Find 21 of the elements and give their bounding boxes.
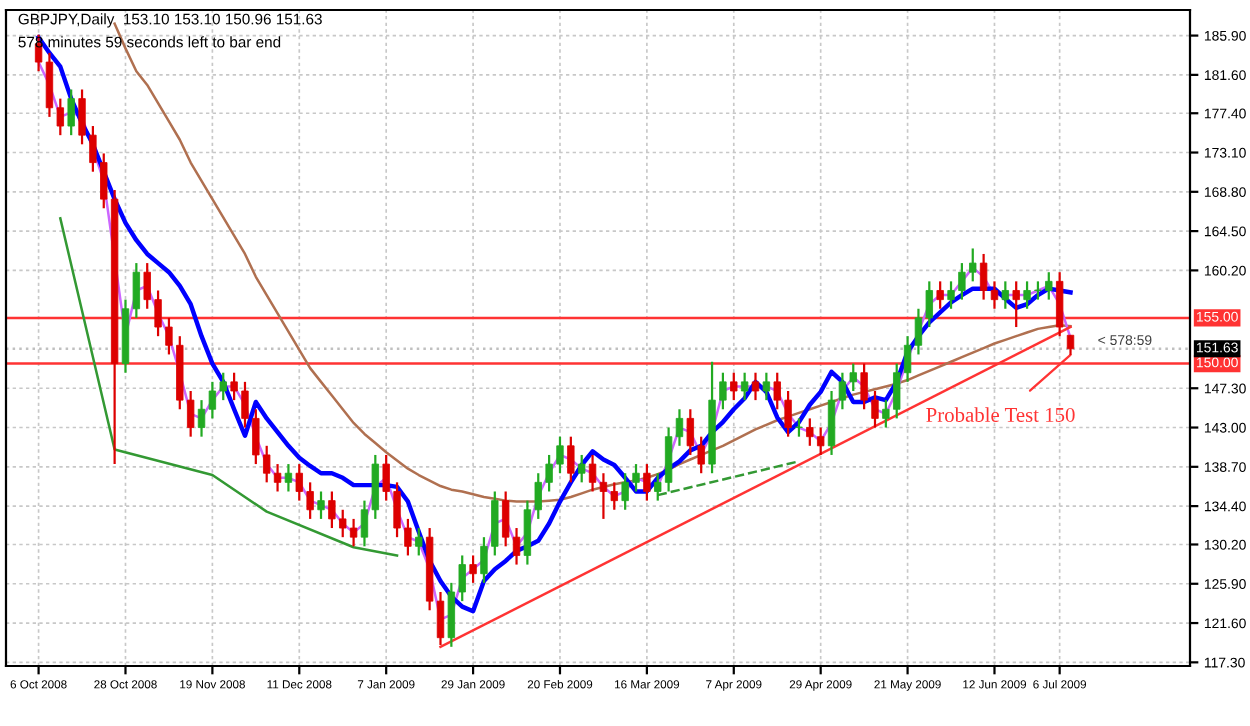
candlestick	[1055, 271, 1064, 338]
candlestick	[795, 417, 803, 438]
candlestick	[284, 462, 293, 493]
candlestick	[762, 371, 771, 402]
candlestick	[1066, 334, 1075, 356]
candlestick	[469, 554, 477, 584]
annotation: Probable Test 150	[926, 407, 1075, 422]
candlestick	[567, 435, 575, 484]
candlestick	[415, 526, 423, 557]
candlestick	[740, 371, 749, 402]
candlestick	[643, 462, 651, 502]
candlestick	[730, 371, 738, 402]
line-series	[59, 217, 399, 557]
candlestick	[936, 280, 944, 310]
candlestick	[751, 371, 760, 402]
candlestick	[1001, 280, 1010, 310]
candlestick	[588, 453, 597, 493]
candlestick	[67, 88, 75, 137]
candlestick	[578, 453, 586, 484]
candlestick	[1012, 280, 1020, 329]
candlestick	[317, 490, 325, 521]
